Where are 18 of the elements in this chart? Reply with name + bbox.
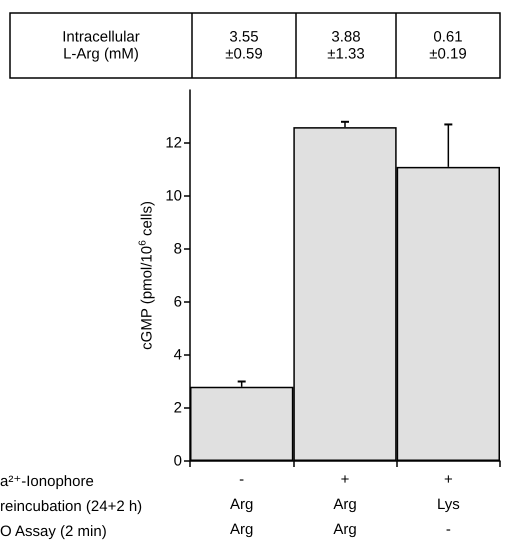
text: reincubation (24+2 h): [0, 498, 142, 515]
y-tick-label: 6: [174, 294, 182, 310]
text: O Assay (2 min): [0, 523, 107, 540]
text: Intracellular L-Arg (mM): [62, 28, 140, 62]
y-axis-title: cGMP (pmol/106 cells): [137, 201, 156, 350]
x-tick-label: + Arg Arg: [333, 471, 357, 538]
text: a²⁺-Ionophore: [0, 473, 94, 490]
text: 3.88 ±1.33: [327, 28, 365, 62]
text: 3.55 ±0.59: [225, 28, 263, 62]
x-tick-label: + Lys -: [436, 471, 460, 538]
y-tick-label: 0: [174, 452, 182, 470]
x-tick-label: - Arg Arg: [230, 471, 254, 538]
y-tick-label: 8: [174, 240, 182, 258]
y-tick-label: 2: [174, 400, 182, 416]
y-tick-label: 10: [165, 188, 182, 204]
y-tick-label: 4: [174, 346, 182, 364]
text: 0.61 ±0.19: [429, 28, 467, 62]
y-tick-label: 12: [165, 134, 182, 152]
